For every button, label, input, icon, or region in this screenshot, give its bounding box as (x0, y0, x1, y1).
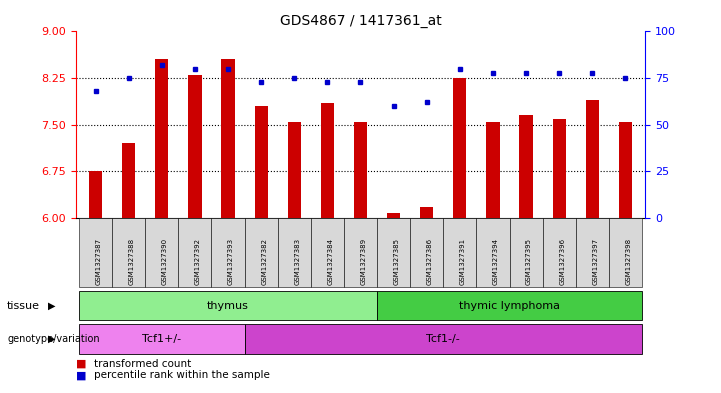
Text: GSM1327383: GSM1327383 (294, 238, 300, 285)
Bar (122, 143, 136, 218)
Bar (387, 213, 400, 218)
Bar (221, 59, 234, 218)
Text: GSM1327389: GSM1327389 (360, 238, 366, 285)
Bar (155, 59, 169, 218)
Text: thymic lymphoma: thymic lymphoma (459, 301, 560, 310)
Text: GSM1327385: GSM1327385 (394, 238, 399, 285)
Text: GSM1327392: GSM1327392 (195, 238, 201, 285)
Bar (454, 78, 466, 218)
Bar (288, 122, 301, 218)
Text: thymus: thymus (207, 301, 249, 310)
Text: percentile rank within the sample: percentile rank within the sample (94, 370, 270, 380)
Text: genotype/variation: genotype/variation (7, 334, 99, 344)
Text: Tcf1-/-: Tcf1-/- (426, 334, 460, 344)
Text: GSM1327382: GSM1327382 (261, 238, 267, 285)
Title: GDS4867 / 1417361_at: GDS4867 / 1417361_at (280, 14, 441, 28)
Text: Tcf1+/-: Tcf1+/- (142, 334, 182, 344)
Text: ▶: ▶ (48, 301, 56, 310)
Text: transformed count: transformed count (94, 358, 191, 369)
Bar (487, 122, 500, 218)
Bar (188, 75, 202, 218)
Text: GSM1327395: GSM1327395 (526, 238, 532, 285)
Text: GSM1327397: GSM1327397 (593, 238, 598, 285)
Bar (255, 106, 267, 218)
Text: GSM1327391: GSM1327391 (460, 238, 466, 285)
Text: ■: ■ (76, 358, 87, 369)
Text: GSM1327387: GSM1327387 (96, 238, 102, 285)
Bar (321, 103, 334, 218)
Text: GSM1327394: GSM1327394 (493, 238, 499, 285)
Text: tissue: tissue (7, 301, 40, 310)
Bar (585, 100, 599, 218)
Text: ■: ■ (76, 370, 87, 380)
Bar (552, 119, 566, 218)
Bar (519, 116, 533, 218)
Text: GSM1327386: GSM1327386 (427, 238, 433, 285)
Text: GSM1327393: GSM1327393 (228, 238, 234, 285)
Text: GSM1327384: GSM1327384 (327, 238, 333, 285)
Text: GSM1327390: GSM1327390 (162, 238, 168, 285)
Bar (420, 207, 433, 218)
Text: ▶: ▶ (48, 334, 56, 344)
Bar (354, 122, 367, 218)
Text: GSM1327388: GSM1327388 (128, 238, 135, 285)
Text: GSM1327398: GSM1327398 (625, 238, 632, 285)
Text: GSM1327396: GSM1327396 (559, 238, 565, 285)
Bar (89, 171, 102, 218)
Bar (619, 122, 632, 218)
